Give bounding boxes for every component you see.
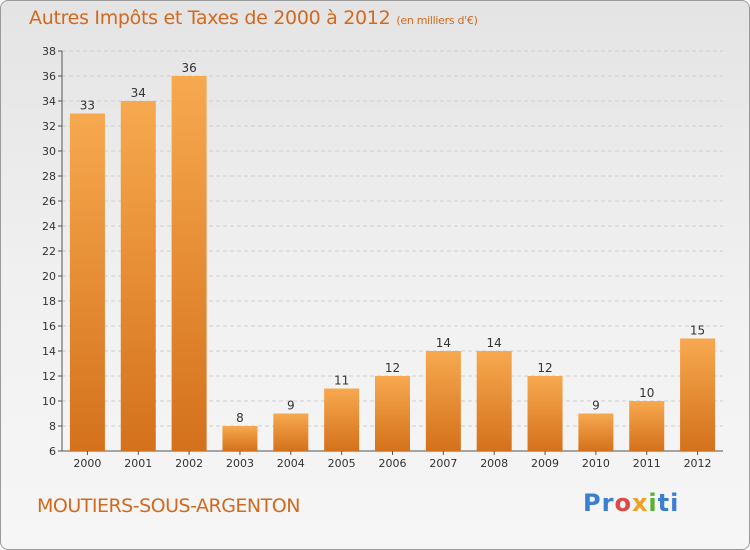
logo-part-4: i xyxy=(648,489,658,517)
data-label: 14 xyxy=(487,336,502,350)
data-label: 12 xyxy=(537,361,552,375)
data-label: 10 xyxy=(639,386,654,400)
x-tick-label: 2010 xyxy=(582,457,610,470)
y-tick-label: 26 xyxy=(42,195,56,208)
y-tick-label: 6 xyxy=(49,445,56,458)
y-tick-label: 34 xyxy=(42,95,56,108)
x-tick-label: 2005 xyxy=(328,457,356,470)
x-tick-label: 2001 xyxy=(124,457,152,470)
y-tick-label: 28 xyxy=(42,170,56,183)
bar xyxy=(425,351,461,451)
data-label: 11 xyxy=(334,374,349,388)
data-label: 9 xyxy=(592,399,600,413)
bar xyxy=(527,376,563,451)
bar xyxy=(680,338,716,451)
bar xyxy=(222,426,258,451)
bar xyxy=(171,76,207,451)
bar xyxy=(578,413,614,451)
logo-part-3: x xyxy=(631,489,649,517)
bar xyxy=(69,113,105,451)
y-tick-label: 38 xyxy=(42,45,56,58)
x-tick-label: 2011 xyxy=(633,457,661,470)
x-tick-label: 2003 xyxy=(226,457,254,470)
data-label: 33 xyxy=(80,99,95,113)
y-tick-label: 18 xyxy=(42,295,56,308)
x-tick-label: 2000 xyxy=(73,457,101,470)
logo-part-5: ti xyxy=(657,489,680,517)
x-tick-label: 2006 xyxy=(379,457,407,470)
y-tick-label: 24 xyxy=(42,220,56,233)
data-label: 15 xyxy=(690,324,705,338)
y-tick-label: 32 xyxy=(42,120,56,133)
y-tick-label: 14 xyxy=(42,345,56,358)
logo-part-1: Pr xyxy=(583,489,615,517)
data-label: 9 xyxy=(287,399,295,413)
data-label: 34 xyxy=(131,86,146,100)
y-tick-label: 30 xyxy=(42,145,56,158)
chart-title: Autres Impôts et Taxes de 2000 à 2012 (en… xyxy=(29,7,478,29)
data-label: 12 xyxy=(385,361,400,375)
title-text: Autres Impôts et Taxes de 2000 à 2012 xyxy=(29,7,391,29)
data-label: 36 xyxy=(181,61,196,75)
y-tick-label: 8 xyxy=(49,420,56,433)
chart-subtitle: (en milliers d'€) xyxy=(396,14,478,27)
x-tick-label: 2012 xyxy=(684,457,712,470)
x-tick-label: 2007 xyxy=(429,457,457,470)
y-tick-label: 22 xyxy=(42,245,56,258)
x-tick-label: 2008 xyxy=(480,457,508,470)
data-label: 14 xyxy=(436,336,451,350)
logo-part-2: o xyxy=(614,489,632,517)
bar xyxy=(120,101,156,451)
bar xyxy=(629,401,665,451)
x-tick-label: 2004 xyxy=(277,457,305,470)
proxiti-logo: Proxiti xyxy=(583,489,679,517)
y-tick-label: 20 xyxy=(42,270,56,283)
y-tick-label: 36 xyxy=(42,70,56,83)
y-tick-label: 12 xyxy=(42,370,56,383)
bar xyxy=(273,413,309,451)
y-tick-label: 10 xyxy=(42,395,56,408)
y-tick-label: 16 xyxy=(42,320,56,333)
place-name: MOUTIERS-SOUS-ARGENTON xyxy=(37,495,300,517)
bar xyxy=(476,351,512,451)
data-label: 8 xyxy=(236,411,244,425)
bar xyxy=(324,388,360,451)
x-tick-label: 2009 xyxy=(531,457,559,470)
bar xyxy=(375,376,410,451)
x-tick-label: 2002 xyxy=(175,457,203,470)
